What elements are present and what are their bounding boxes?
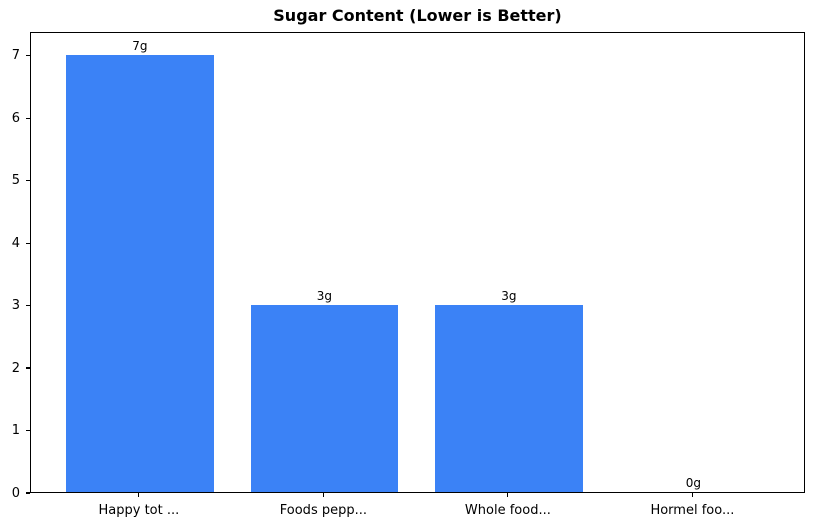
x-tick-label-2: Whole food... [464, 503, 551, 518]
x-tick-mark-2 [507, 493, 509, 497]
x-tick-label-3: Hormel foo... [650, 503, 735, 518]
y-tick-label-2: 2 [11, 360, 20, 376]
y-tick-label-0: 0 [11, 485, 20, 501]
y-tick-label-5: 5 [11, 173, 20, 189]
bar-value-label-1: 3g [316, 288, 333, 303]
x-tick-mark-1 [322, 493, 324, 497]
chart-title: Sugar Content (Lower is Better) [273, 6, 562, 25]
y-tick-mark-5 [26, 180, 30, 182]
y-tick-label-6: 6 [11, 110, 20, 126]
y-tick-label-4: 4 [11, 235, 20, 251]
x-tick-label-0: Happy tot ... [98, 503, 180, 518]
x-tick-mark-0 [138, 493, 140, 497]
bar-0 [66, 54, 214, 492]
bar-value-label-0: 7g [132, 38, 148, 53]
y-tick-label-7: 7 [11, 48, 20, 64]
y-tick-mark-1 [26, 429, 30, 432]
y-tick-mark-2 [26, 367, 30, 369]
plot-area: 7g 3g 3g 0g [30, 32, 805, 493]
bar-value-label-3: 0g [685, 476, 702, 490]
y-tick-label-1: 1 [11, 423, 20, 439]
x-tick-mark-3 [691, 493, 693, 497]
y-tick-mark-7 [26, 55, 30, 57]
y-tick-label-3: 3 [11, 298, 20, 314]
bar-value-label-2: 3g [501, 288, 517, 303]
y-tick-mark-4 [26, 242, 30, 244]
y-tick-mark-3 [26, 305, 30, 307]
bar-2 [435, 304, 583, 492]
y-tick-mark-0 [26, 492, 30, 494]
bar-1 [250, 304, 399, 492]
y-tick-mark-6 [26, 117, 30, 119]
x-tick-label-1: Foods pepp... [279, 503, 367, 518]
